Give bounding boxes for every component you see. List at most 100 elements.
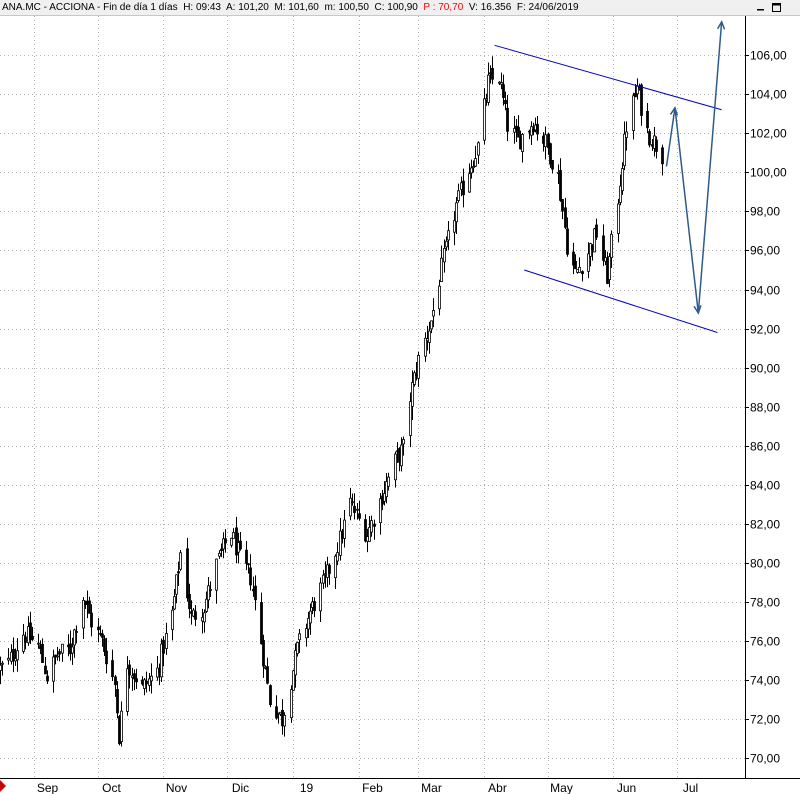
y-tick-label: 82,00 [750, 518, 780, 532]
candle-body [269, 685, 272, 706]
candle-body [564, 207, 567, 228]
candle-body [22, 634, 25, 652]
candle-body [298, 633, 301, 641]
candle-body [383, 493, 386, 502]
candle-body [619, 185, 622, 203]
candle-body [411, 382, 414, 407]
candle-body [171, 609, 174, 631]
candle-body [470, 167, 473, 174]
candle-body [126, 668, 129, 712]
x-axis-labels: Sep Oct Nov Dic 19 Feb Mar Abr May Jun Jul [0, 778, 800, 794]
candle-body [417, 355, 420, 379]
candle-body [549, 143, 552, 165]
candle-body [73, 629, 76, 646]
grid-lines [0, 16, 745, 778]
candle-body [640, 84, 643, 116]
candle-body [472, 166, 475, 169]
candle-body [275, 706, 278, 719]
candle-body [402, 439, 405, 445]
candle-body [322, 574, 325, 584]
candle-body [16, 650, 19, 661]
candle-body [430, 320, 433, 330]
candle-body [447, 230, 450, 241]
candle-body [432, 310, 435, 317]
minimize-icon[interactable] [755, 2, 766, 13]
candle-body [101, 633, 104, 638]
candle-body [409, 401, 412, 436]
candle-body [150, 675, 153, 682]
y-tick-label: 98,00 [750, 205, 780, 219]
quote-summary: ANA.MC - ACCIONA - Fin de día 1 días H: … [2, 2, 579, 13]
candle-body [135, 678, 138, 683]
candle-body [339, 530, 342, 556]
channel-line [494, 44, 722, 111]
start-marker-icon [0, 780, 6, 792]
candle-body [296, 642, 299, 654]
y-tick-label: 74,00 [750, 674, 780, 688]
candle-body [173, 596, 176, 610]
candle-body [487, 74, 490, 103]
candle-body [532, 128, 535, 133]
candle-body [617, 203, 620, 234]
candle-body [655, 139, 658, 152]
y-tick-label: 92,00 [750, 323, 780, 337]
candle-body [75, 631, 78, 633]
candle-body [194, 611, 197, 620]
candle-body [457, 190, 460, 201]
candle-body [220, 548, 223, 552]
candle-body [249, 567, 252, 586]
candle-body [71, 646, 74, 654]
candle-body [336, 552, 339, 562]
candle-body [179, 552, 182, 570]
candle-body [145, 680, 148, 685]
candle-body [610, 233, 613, 259]
candle-body [313, 601, 316, 612]
candle-body [358, 513, 361, 519]
candle-body [385, 481, 388, 498]
candle-body [266, 666, 269, 684]
candle-body [491, 67, 494, 80]
candle-body [290, 689, 293, 719]
candle-body [581, 271, 584, 275]
candle-body [394, 453, 397, 481]
candle-body [7, 657, 10, 661]
candle-body [262, 640, 265, 667]
candle-body [595, 224, 598, 238]
candle-body [572, 251, 575, 266]
candle-body [424, 337, 427, 357]
candle-body [632, 95, 635, 131]
candle-body [353, 505, 356, 513]
candle-body [502, 84, 505, 98]
channel-line [524, 269, 718, 333]
candle-body [593, 228, 596, 253]
candle-body [440, 257, 443, 282]
candle-body [29, 622, 32, 641]
candle-body [52, 656, 55, 682]
x-tick-label: 19 [300, 781, 314, 794]
time-value: H: 09:43 [183, 2, 221, 13]
candle-body [477, 142, 480, 156]
y-tick-label: 88,00 [750, 401, 780, 415]
candle-body [334, 555, 337, 579]
open-value: A: 101,20 [226, 2, 269, 13]
candle-body [328, 564, 331, 574]
candle-body [292, 670, 295, 691]
candle-body [247, 563, 250, 566]
candle-body [44, 665, 47, 675]
candle-body [349, 497, 352, 517]
candle-body [506, 107, 509, 132]
candle-body [41, 643, 44, 663]
projection-path [665, 20, 726, 315]
candle-body [283, 715, 286, 727]
candle-body [260, 602, 263, 645]
low-value: m: 100,50 [324, 2, 369, 13]
candle-body [160, 643, 163, 678]
candle-body [128, 664, 131, 676]
maximize-icon[interactable] [771, 2, 782, 13]
candle-body [209, 589, 212, 591]
channel-lines [494, 44, 722, 333]
candle-body [455, 202, 458, 223]
candle-body [309, 610, 312, 624]
candles [0, 56, 664, 747]
